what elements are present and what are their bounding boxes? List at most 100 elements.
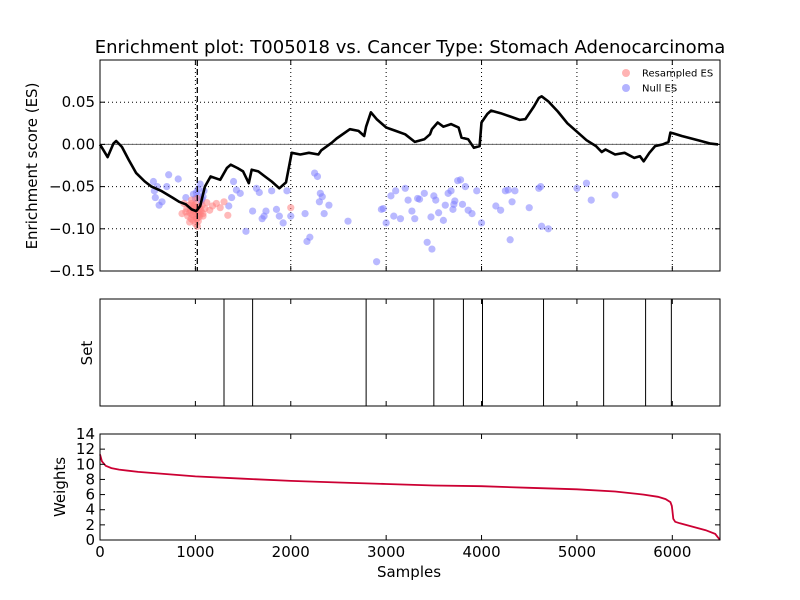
- null-es-point: [320, 210, 328, 218]
- null-es-point: [236, 189, 244, 197]
- null-es-point: [504, 186, 512, 194]
- x-tick-label: 3000: [367, 543, 405, 561]
- null-es-point: [242, 227, 250, 235]
- x-tick-label: 2000: [272, 543, 310, 561]
- es-axes-frame: [99, 59, 721, 272]
- null-es-point: [404, 196, 412, 204]
- y-tick-label: 4: [85, 501, 95, 519]
- null-es-point: [272, 205, 281, 213]
- weights-axes-frame: [99, 433, 721, 541]
- resampled-es-point: [287, 204, 295, 212]
- null-es-point: [268, 187, 276, 195]
- x-tick-label: 6000: [653, 543, 691, 561]
- set-panel: Set: [78, 298, 721, 407]
- null-es-point: [229, 177, 238, 186]
- null-es-point: [301, 210, 309, 218]
- null-es-point: [275, 212, 283, 220]
- null-es-point: [249, 207, 257, 215]
- y-tick-label: −0.15: [49, 262, 95, 280]
- null-es-point: [279, 219, 287, 227]
- null-es-point: [149, 177, 158, 186]
- null-es-point: [525, 204, 533, 212]
- null-es-point: [611, 191, 619, 199]
- y-tick-label: 0.05: [62, 93, 95, 111]
- null-es-point: [441, 201, 449, 209]
- es-panel: −0.15 −0.10 −0.05 0.00 0.05 Enrichment score…: [23, 59, 721, 280]
- null-es-point: [456, 176, 465, 184]
- y-tick-label: 0.00: [62, 135, 95, 153]
- null-es-point: [451, 197, 459, 205]
- null-es-point: [390, 212, 398, 220]
- y-tick-label: 10: [76, 455, 95, 473]
- null-es-point: [158, 198, 166, 206]
- x-tick-label: 4000: [462, 543, 500, 561]
- null-es-points: [149, 169, 619, 266]
- weights-y-axis-label: Weights: [51, 457, 69, 517]
- null-es-point: [283, 187, 291, 195]
- null-es-point: [511, 187, 519, 195]
- null-es-point: [428, 245, 436, 253]
- null-es-point: [325, 201, 333, 209]
- null-es-point: [411, 215, 419, 223]
- null-es-point: [423, 238, 431, 246]
- null-es-point: [228, 193, 236, 202]
- legend-label-resampled: Resampled ES: [642, 69, 713, 80]
- null-es-point: [313, 172, 322, 181]
- null-es-point: [344, 217, 352, 225]
- y-tick-label: 0: [85, 531, 95, 549]
- null-es-point: [447, 187, 455, 195]
- null-es-point: [262, 207, 270, 215]
- weights-x-ticks: 0 1000 2000 3000 4000 5000 6000: [95, 434, 691, 561]
- es-curve: [98, 95, 719, 213]
- null-es-point: [439, 216, 447, 224]
- y-tick-label: 6: [85, 486, 95, 504]
- null-es-point: [225, 202, 233, 210]
- legend: Resampled ES Null ES: [622, 69, 713, 95]
- x-tick-label: 1000: [176, 543, 214, 561]
- set-axes-frame: [99, 298, 721, 407]
- resampled-es-point: [199, 210, 207, 218]
- null-es-point: [174, 175, 182, 183]
- null-es-point: [165, 171, 173, 179]
- null-es-point: [373, 258, 381, 266]
- null-es-point: [573, 184, 581, 192]
- null-es-point: [461, 183, 469, 191]
- null-es-point: [492, 202, 500, 210]
- null-es-point: [582, 179, 591, 187]
- y-tick-label: −0.10: [49, 220, 95, 238]
- null-es-point: [477, 219, 486, 227]
- legend-label-null: Null ES: [642, 84, 677, 95]
- null-es-point: [432, 196, 440, 204]
- x-tick-label: 0: [95, 543, 105, 561]
- null-es-point: [508, 198, 516, 206]
- null-es-point: [497, 206, 505, 214]
- resampled-es-point: [203, 199, 211, 207]
- y-tick-label: −0.05: [49, 178, 95, 196]
- es-y-axis-label: Enrichment score (ES): [23, 83, 41, 250]
- es-y-ticks: −0.15 −0.10 −0.05 0.00 0.05: [49, 93, 720, 280]
- null-es-point: [401, 184, 409, 192]
- null-es-point: [196, 180, 204, 188]
- set-y-axis-label: Set: [78, 341, 96, 366]
- null-es-point: [382, 219, 390, 227]
- null-es-point: [379, 204, 387, 213]
- set-member-lines: [223, 299, 672, 406]
- null-es-point: [151, 193, 159, 202]
- es-x-ticks: [99, 60, 673, 271]
- null-es-point: [255, 188, 263, 197]
- null-es-point: [306, 233, 314, 241]
- null-es-point: [287, 212, 295, 220]
- y-tick-label: 12: [76, 440, 95, 458]
- y-tick-label: 2: [85, 516, 95, 534]
- y-tick-label: 8: [85, 470, 95, 488]
- null-es-point: [468, 210, 476, 218]
- resampled-es-point: [186, 218, 194, 226]
- null-es-point: [458, 200, 467, 208]
- null-es-point: [506, 236, 514, 244]
- null-es-point: [163, 183, 171, 191]
- null-es-point: [537, 183, 545, 191]
